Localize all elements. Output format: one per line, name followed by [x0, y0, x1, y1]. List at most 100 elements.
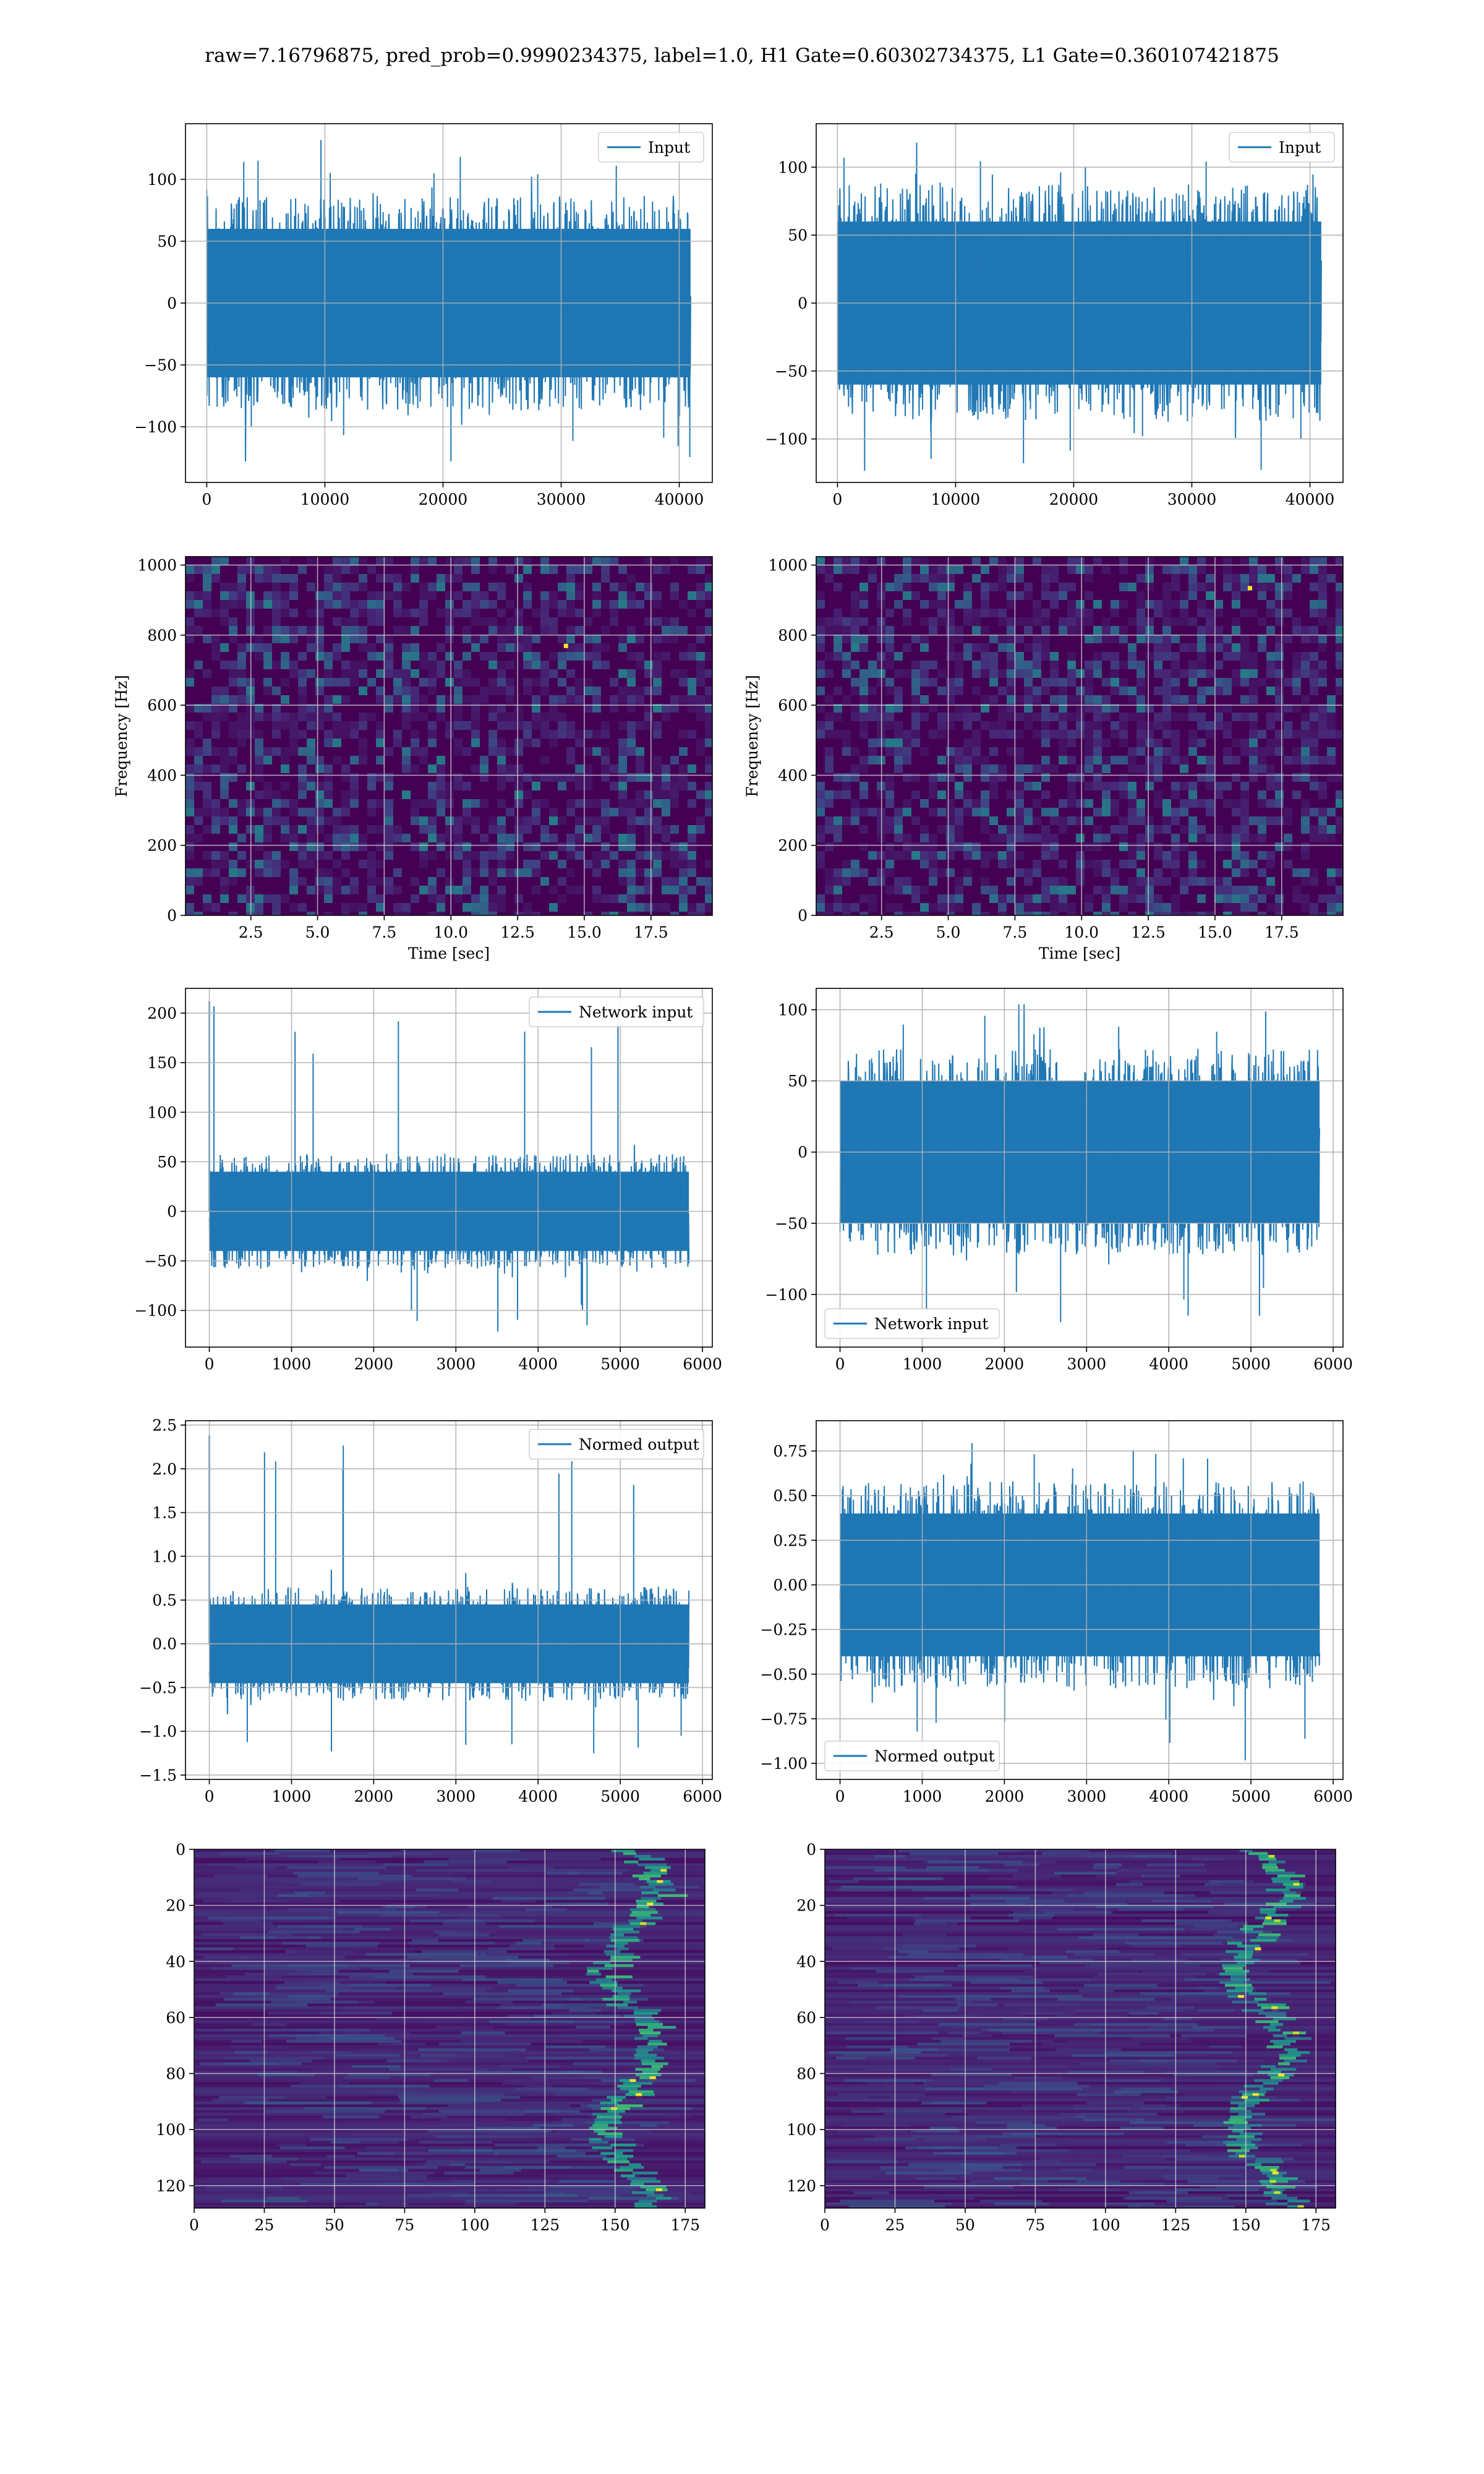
- grid-row3-right: [816, 988, 1343, 1347]
- y-tick-label: 100: [156, 2121, 186, 2139]
- panel-row4-left: 0 1000 2000 3000 4000 5000 6000 −1.5 −1.0 −0.5 0.0…: [139, 1416, 722, 1805]
- legend-box: [1229, 132, 1335, 163]
- x-tick-label: 125: [530, 2216, 560, 2234]
- y-tick-label: 50: [788, 226, 808, 244]
- y-tick-label: 200: [147, 1004, 177, 1022]
- y-tick-label: 50: [788, 1072, 808, 1090]
- panel-row1-right: 0 10000 20000 30000 40000 −100 −50 0 50 100 Input: [765, 123, 1344, 508]
- x-tick-label: 6000: [683, 1355, 722, 1373]
- x-tick-label: 30000: [537, 490, 586, 508]
- series-line: [839, 1443, 1321, 1761]
- y-tick-label: 50: [157, 1153, 177, 1171]
- x-tick-label: 0: [205, 1787, 215, 1805]
- x-tick-label: 0: [832, 490, 842, 508]
- heatmap-row2-left: [186, 557, 712, 915]
- legend-label: Normed output: [874, 1747, 995, 1765]
- y-axis-label: Frequency [Hz]: [113, 675, 130, 797]
- y-tick-label: 0: [167, 907, 177, 925]
- y-tick-label: −100: [765, 1286, 808, 1304]
- y-tick-label: 80: [166, 2065, 186, 2083]
- x-tick-label: 10.0: [433, 923, 468, 941]
- hot-spot: [563, 643, 568, 648]
- axes-frame: [816, 556, 1344, 916]
- y-tick-label: 100: [147, 1103, 177, 1121]
- legend-row3-left: Network input: [529, 996, 704, 1027]
- x-tick-label: 125: [1161, 2216, 1190, 2234]
- y-tick-label: −100: [134, 418, 177, 436]
- panel-row5-left: 0 25 50 75 100 125 150 175 0 20 40 60 80 100 120: [156, 1841, 706, 2234]
- x-tick-label: 20000: [419, 490, 468, 508]
- x-axis-label: Time [sec]: [1039, 944, 1120, 962]
- axes-frame: [185, 556, 713, 916]
- x-tick-label: 12.5: [500, 923, 535, 941]
- x-tick-label: 5000: [1231, 1355, 1271, 1373]
- x-tick-label: 3000: [436, 1355, 475, 1373]
- y-tick-label: 20: [796, 1897, 816, 1915]
- x-tick-label: 0: [835, 1355, 845, 1373]
- legend-label: Input: [1279, 139, 1321, 156]
- y-tick-label: 60: [166, 2009, 186, 2027]
- y-tick-label: −100: [765, 430, 808, 448]
- series-row4-left: [208, 1436, 690, 1753]
- x-tick-label: 5000: [1231, 1787, 1271, 1805]
- x-tick-label: 10000: [931, 490, 981, 508]
- y-tick-label: 0.50: [773, 1487, 808, 1505]
- y-tick-label: 800: [147, 627, 177, 644]
- series-row1-left: [206, 140, 691, 462]
- y-tick-label: 0: [798, 907, 808, 925]
- y-tick-label: 100: [778, 158, 808, 176]
- y-tick-label: 600: [778, 696, 808, 714]
- x-tick-label: 0: [205, 1355, 215, 1373]
- series-line: [206, 140, 691, 462]
- legend-box: [824, 1740, 1000, 1771]
- y-tick-label: 2.0: [152, 1460, 177, 1478]
- x-tick-label: 0: [835, 1787, 845, 1805]
- grid-row4-left: [186, 1421, 712, 1779]
- legend-label: Input: [648, 139, 690, 156]
- x-tick-label: 5000: [600, 1787, 640, 1805]
- y-tick-label: 40: [796, 1953, 816, 1971]
- x-tick-label: 50: [955, 2216, 975, 2234]
- y-tick-label: 0.0: [152, 1635, 177, 1653]
- series-row1-right: [837, 142, 1322, 471]
- x-tick-label: 1000: [272, 1355, 312, 1373]
- y-tick-label: 100: [147, 171, 177, 189]
- y-tick-label: 40: [166, 1953, 186, 1971]
- x-tick-label: 2.5: [239, 923, 263, 941]
- panel-row3-left: 0 1000 2000 3000 4000 5000 6000 −100 −50 0 50 100 15…: [134, 988, 722, 1373]
- y-tick-label: −0.25: [760, 1621, 808, 1639]
- y-tick-label: −1.0: [139, 1723, 177, 1740]
- x-tick-label: 0: [189, 2216, 199, 2234]
- x-tick-label: 20000: [1049, 490, 1099, 508]
- x-tick-label: 7.5: [372, 923, 397, 941]
- y-tick-label: 0.75: [773, 1442, 808, 1460]
- y-axis-label: Frequency [Hz]: [743, 675, 761, 797]
- x-tick-label: 2000: [985, 1355, 1025, 1373]
- x-tick-label: 12.5: [1131, 923, 1166, 941]
- x-tick-label: 7.5: [1003, 923, 1028, 941]
- x-tick-label: 4000: [1149, 1787, 1188, 1805]
- grid-row4-right: [816, 1421, 1343, 1779]
- grid-row5-right: [825, 1849, 1336, 2208]
- x-tick-label: 175: [670, 2216, 700, 2234]
- legend-row3-right: Network input: [824, 1308, 1000, 1339]
- y-tick-label: 400: [147, 766, 177, 784]
- y-tick-label: 200: [778, 837, 808, 855]
- x-tick-label: 3000: [1067, 1355, 1106, 1373]
- y-tick-label: 60: [796, 2009, 816, 2027]
- x-tick-label: 3000: [436, 1787, 475, 1805]
- legend-box: [529, 996, 704, 1027]
- x-tick-label: 6000: [1313, 1355, 1353, 1373]
- y-tick-label: 1.5: [152, 1504, 177, 1522]
- legend-label: Network input: [579, 1003, 693, 1021]
- y-tick-label: 0: [798, 294, 808, 312]
- y-tick-label: 100: [778, 1001, 808, 1019]
- x-tick-label: 15.0: [1198, 923, 1232, 941]
- y-tick-label: 2.5: [152, 1416, 177, 1434]
- y-tick-label: 120: [156, 2177, 186, 2195]
- series-row3-right: [839, 1004, 1321, 1322]
- x-tick-label: 75: [394, 2216, 414, 2234]
- axes-frame: [185, 988, 713, 1348]
- legend-label: Normed output: [579, 1436, 699, 1453]
